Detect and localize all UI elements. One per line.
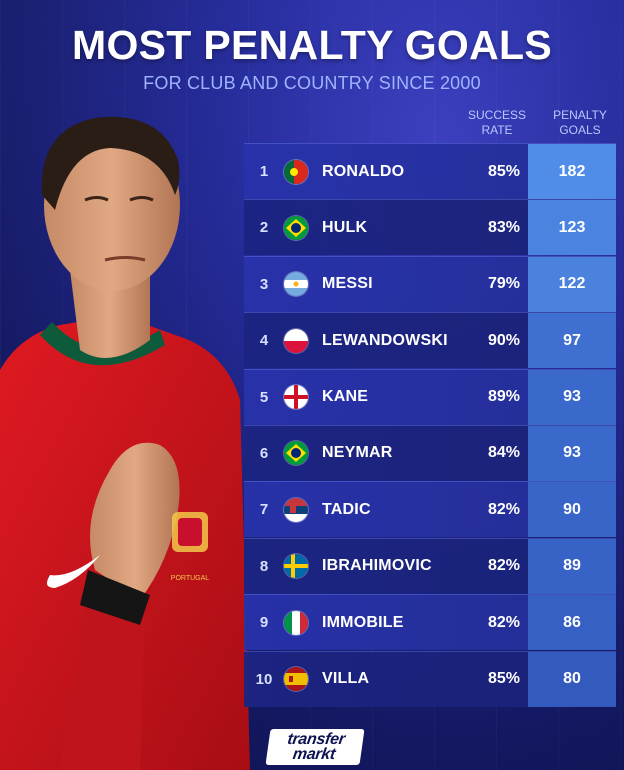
argentina-flag-icon [284,272,308,297]
table-row: 3 MESSI 79% 122 [244,255,616,312]
player-name: IMMOBILE [322,613,404,631]
spain-flag-icon [284,667,308,692]
success-rate: 82% [487,500,521,518]
penalty-goals: 90 [528,482,616,538]
penalty-goals: 89 [528,538,616,594]
table-row: 6 NEYMAR 84% 93 [244,424,616,481]
penalty-goals: 182 [528,144,616,199]
england-flag-icon [284,385,308,410]
rank-number: 3 [259,275,269,293]
svg-text:PORTUGAL: PORTUGAL [171,575,209,582]
table-row: 8 IBRAHIMOVIC 82% 89 [244,537,616,594]
rank-number: 6 [259,444,269,462]
success-rate: 82% [487,613,521,631]
player-photo: PORTUGAL [0,116,250,770]
page-subtitle: FOR CLUB AND COUNTRY SINCE 2000 [143,73,481,93]
penalty-goals: 80 [528,651,616,707]
rank-number: 10 [255,670,273,688]
table-row: 7 TADIC 82% 90 [244,481,616,538]
portugal-flag-icon [284,159,308,184]
player-name: NEYMAR [322,444,393,462]
page-title: MOST PENALTY GOALS [72,22,552,68]
player-name: MESSI [322,275,373,293]
table-row: 1 RONALDO 85% 182 [244,143,616,199]
penalty-goals: 123 [528,200,616,256]
player-name: VILLA [322,670,370,688]
player-name: IBRAHIMOVIC [322,557,432,575]
ranking-table: 1 RONALDO 85% 182 2 HULK 83% 123 3 MESSI 79% 122 4 LE… [244,143,616,707]
table-row: 4 LEWANDOWSKI 90% 97 [244,312,616,369]
penalty-goals: 93 [528,369,616,425]
player-name: RONALDO [322,162,405,180]
player-name: KANE [322,388,369,406]
success-rate: 82% [487,557,521,575]
rank-number: 1 [259,163,269,180]
success-rate: 84% [487,444,521,462]
penalty-goals: 122 [528,256,616,312]
success-rate: 85% [487,670,521,688]
success-rate: 85% [487,162,521,180]
success-rate: 79% [487,275,521,293]
transfermarkt-logo: transfer markt [265,729,365,765]
success-rate: 89% [487,388,521,406]
brazil-flag-icon [284,441,308,466]
success-rate: 90% [487,331,521,349]
success-rate-header: SUCCESS RATE [467,108,526,137]
brazil-flag-icon [284,215,308,240]
rank-number: 8 [259,557,269,575]
rank-number: 7 [259,501,269,519]
table-row: 10 VILLA 85% 80 [244,650,616,707]
serbia-flag-icon [284,497,308,522]
player-name: LEWANDOWSKI [322,331,448,349]
penalty-goals: 93 [528,425,616,481]
table-row: 2 HULK 83% 123 [244,199,616,256]
rank-number: 5 [259,388,269,406]
sweden-flag-icon [284,554,308,579]
penalty-goals: 97 [528,313,616,369]
penalty-goals: 86 [528,595,616,651]
italy-flag-icon [284,610,308,635]
table-row: 9 IMMOBILE 82% 86 [244,594,616,651]
rank-number: 9 [259,614,269,632]
rank-number: 4 [259,332,269,350]
poland-flag-icon [284,328,308,353]
rank-number: 2 [259,219,269,237]
player-name: HULK [322,218,368,236]
success-rate: 83% [487,218,521,236]
penalty-goals-header: PENALTY GOALS [553,108,607,137]
table-row: 5 KANE 89% 93 [244,368,616,425]
player-name: TADIC [322,500,371,518]
